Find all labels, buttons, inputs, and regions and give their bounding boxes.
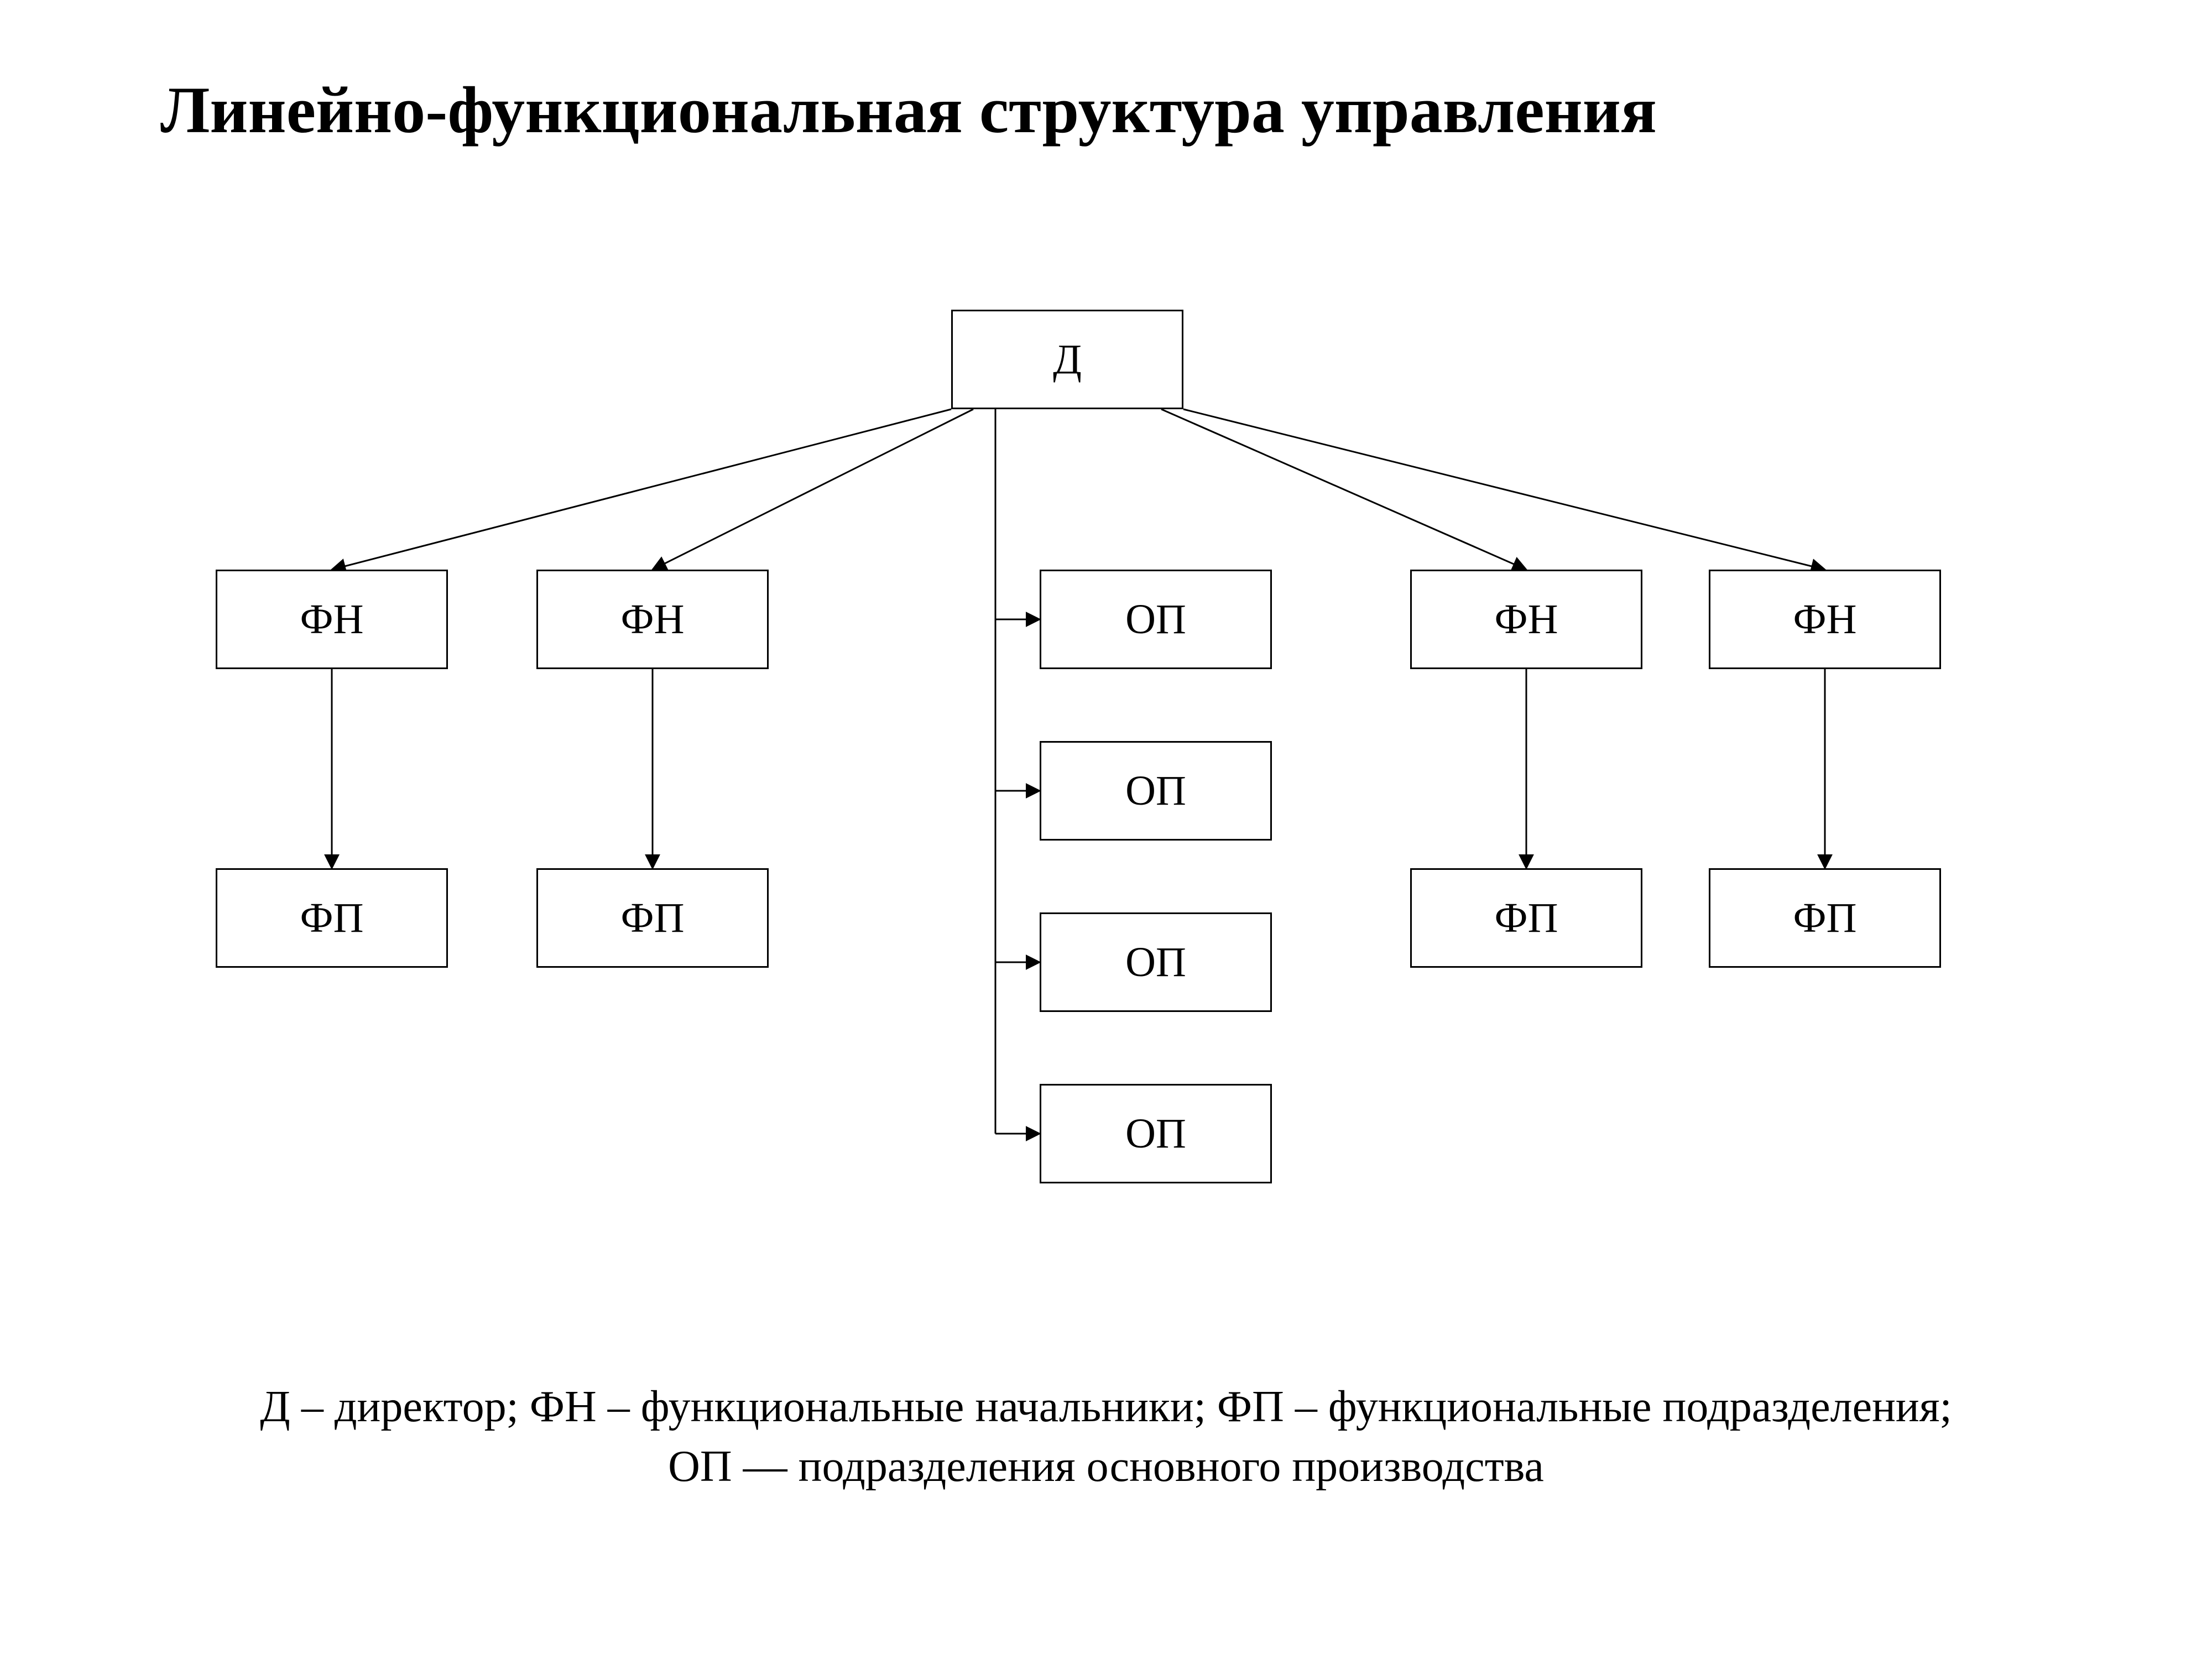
node-OP2: ОП	[1040, 741, 1272, 841]
node-D: Д	[951, 310, 1183, 409]
page-title: Линейно-функциональная структура управле…	[160, 72, 1657, 148]
legend-text: Д – директор; ФН – функциональные началь…	[260, 1377, 1952, 1496]
node-FP1: ФП	[216, 868, 448, 968]
node-OP1: ОП	[1040, 570, 1272, 669]
node-FP3: ФП	[1410, 868, 1642, 968]
node-FN4: ФН	[1709, 570, 1941, 669]
node-FN1: ФН	[216, 570, 448, 669]
node-FN3: ФН	[1410, 570, 1642, 669]
node-OP3: ОП	[1040, 912, 1272, 1012]
node-OP4: ОП	[1040, 1084, 1272, 1183]
node-FP4: ФП	[1709, 868, 1941, 968]
node-FP2: ФП	[536, 868, 769, 968]
node-FN2: ФН	[536, 570, 769, 669]
